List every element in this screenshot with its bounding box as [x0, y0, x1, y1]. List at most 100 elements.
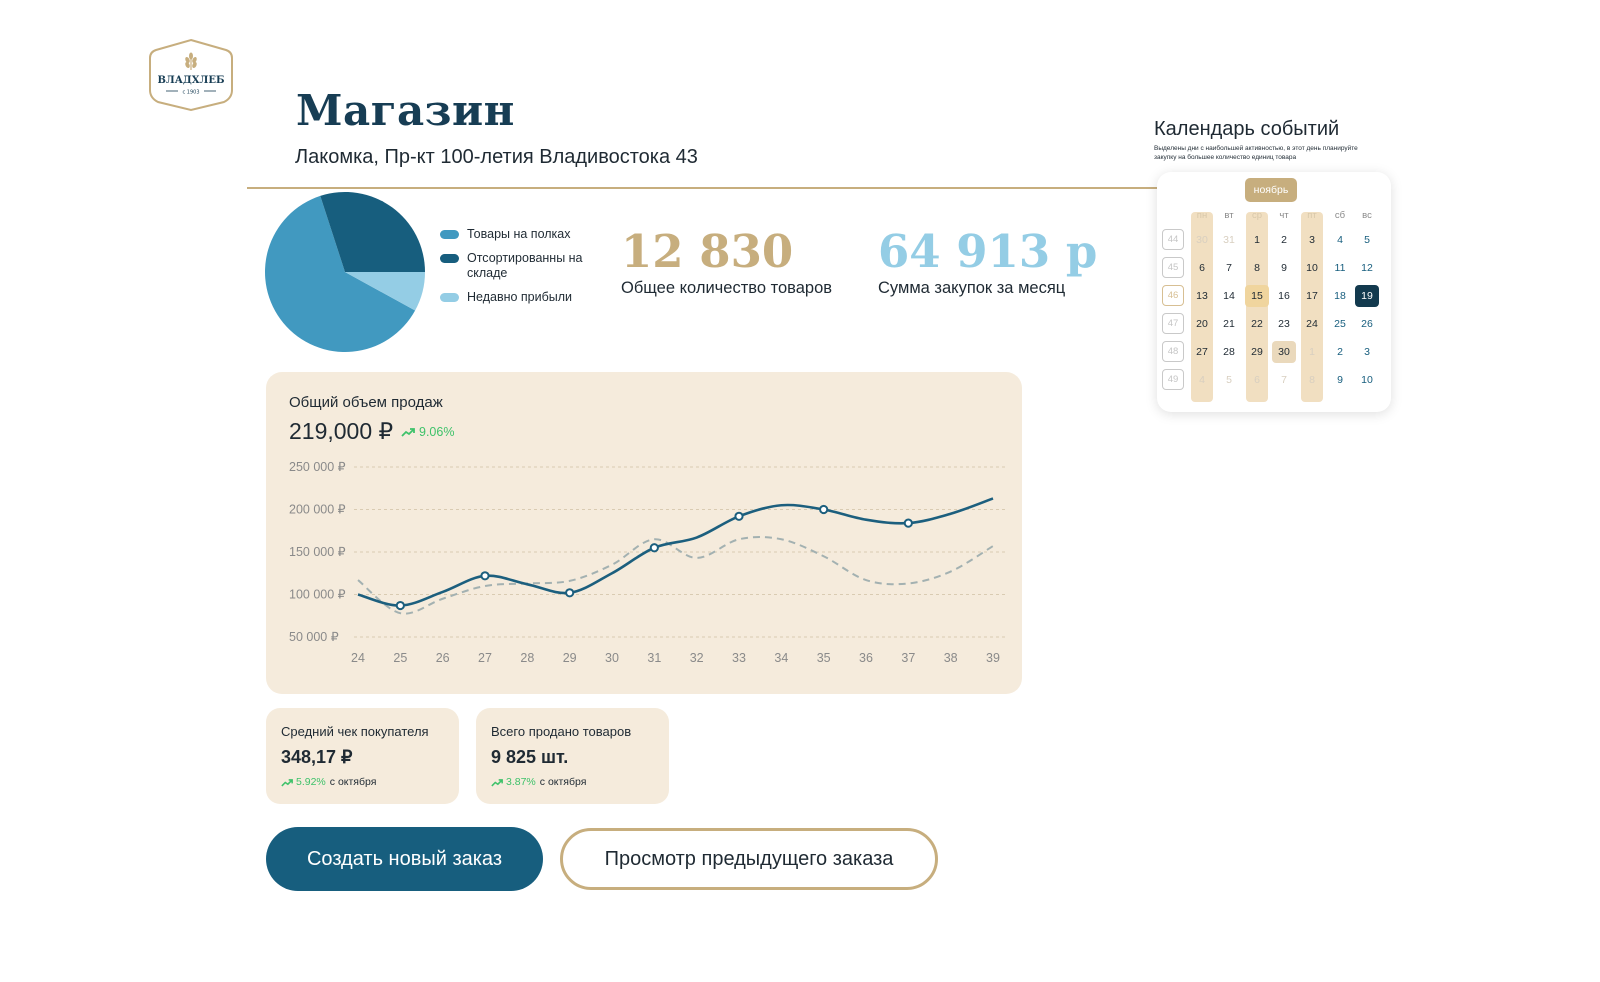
calendar-day[interactable]: 11 — [1334, 262, 1346, 274]
sales-title: Общий объем продаж — [289, 394, 443, 411]
calendar-day[interactable]: 1 — [1309, 346, 1315, 358]
inventory-pie-chart — [265, 192, 425, 352]
x-tick-label: 30 — [605, 651, 619, 665]
x-tick-label: 28 — [520, 651, 534, 665]
calendar-day[interactable]: 6 — [1254, 374, 1260, 386]
x-tick-label: 34 — [774, 651, 788, 665]
calendar-day[interactable]: 9 — [1337, 374, 1343, 386]
calendar-day[interactable]: 6 — [1199, 262, 1205, 274]
calendar-day[interactable]: 14 — [1223, 290, 1235, 302]
sales-line-previous — [357, 536, 994, 615]
calendar-day[interactable]: 2 — [1281, 234, 1287, 246]
calendar-day[interactable]: 31 — [1223, 234, 1235, 246]
view-previous-order-button[interactable]: Просмотр предыдущего заказа — [560, 828, 938, 890]
calendar-day[interactable]: 30 — [1196, 234, 1208, 246]
legend-swatch — [440, 230, 459, 239]
calendar-day[interactable]: 1 — [1254, 234, 1260, 246]
total-items-value: 12 830 — [621, 225, 794, 278]
calendar-day[interactable]: 13 — [1196, 290, 1208, 302]
calendar-day[interactable]: 27 — [1196, 346, 1208, 358]
y-tick-label: 200 000 ₽ — [289, 503, 346, 517]
create-order-button[interactable]: Создать новый заказ — [266, 827, 543, 891]
legend-swatch — [440, 293, 459, 302]
kpi-value: 9 825 шт. — [491, 747, 569, 767]
x-tick-label: 36 — [859, 651, 873, 665]
store-address: Лакомка, Пр-кт 100-летия Владивостока 43 — [295, 146, 698, 168]
calendar-day[interactable]: 9 — [1281, 262, 1287, 274]
x-tick-label: 38 — [944, 651, 958, 665]
calendar-day[interactable]: 15 — [1245, 285, 1269, 307]
x-tick-label: 26 — [436, 651, 450, 665]
calendar-weekday: пт — [1307, 210, 1317, 221]
calendar-day[interactable]: 3 — [1309, 234, 1315, 246]
calendar-day[interactable]: 8 — [1254, 262, 1260, 274]
y-tick-label: 100 000 ₽ — [289, 588, 346, 602]
calendar-day[interactable]: 4 — [1337, 234, 1343, 246]
x-tick-label: 29 — [563, 651, 577, 665]
calendar-day[interactable]: 16 — [1278, 290, 1290, 302]
calendar-day[interactable]: 17 — [1306, 290, 1318, 302]
calendar-day[interactable]: 3 — [1364, 346, 1370, 358]
calendar-day[interactable]: 10 — [1361, 374, 1373, 386]
x-tick-label: 33 — [732, 651, 746, 665]
calendar-weekday: ср — [1251, 210, 1263, 221]
calendar-day[interactable]: 10 — [1306, 262, 1318, 274]
calendar-day[interactable]: 24 — [1306, 318, 1318, 330]
x-tick-label: 31 — [647, 651, 661, 665]
calendar-week-number: 45 — [1162, 257, 1184, 278]
calendar-day[interactable]: 4 — [1199, 374, 1205, 386]
calendar-day[interactable]: 7 — [1281, 374, 1287, 386]
sales-point[interactable] — [649, 543, 659, 553]
page-title: Магазин — [296, 86, 515, 135]
sales-point[interactable] — [395, 600, 405, 611]
calendar-day[interactable]: 29 — [1251, 346, 1263, 358]
calendar-day[interactable]: 21 — [1223, 318, 1235, 330]
kpi-trend: 3.87% с октября — [491, 776, 586, 788]
calendar-day[interactable]: 20 — [1196, 318, 1208, 330]
calendar-weekday: чт — [1279, 210, 1289, 221]
kpi-trend-value: 3.87% — [506, 776, 536, 788]
sales-point[interactable] — [565, 588, 575, 598]
calendar-day[interactable]: 30 — [1272, 341, 1296, 363]
calendar-day[interactable]: 5 — [1364, 234, 1370, 246]
monthly-purchases-value: 64 913 р — [878, 225, 1098, 278]
brand-logo: ВЛАДХЛЕБ с 1903 — [148, 38, 234, 112]
calendar-week-number: 49 — [1162, 369, 1184, 390]
trend-up-icon — [401, 428, 415, 437]
y-tick-label: 150 000 ₽ — [289, 545, 346, 559]
calendar-day[interactable]: 19 — [1355, 285, 1379, 307]
sales-point[interactable] — [480, 571, 490, 581]
calendar-day[interactable]: 7 — [1226, 262, 1232, 274]
x-tick-label: 27 — [478, 651, 492, 665]
calendar-month[interactable]: ноябрь — [1245, 178, 1297, 202]
events-calendar: ноябрь пн вт ср чт пт сб вс 44 45 46 47 48 49 30 31 1 2 3… — [1157, 172, 1391, 412]
legend-item: Отсортированны на складе — [440, 251, 600, 281]
header-divider — [247, 187, 1177, 189]
calendar-day[interactable]: 12 — [1361, 262, 1373, 274]
calendar-day[interactable]: 28 — [1223, 346, 1235, 358]
calendar-day[interactable]: 23 — [1278, 318, 1290, 330]
sales-point[interactable] — [903, 518, 913, 528]
kpi-trend-since: с октября — [539, 776, 587, 788]
inventory-legend: Товары на полках Отсортированны на склад… — [440, 227, 600, 314]
sales-trend-value: 9.06% — [419, 425, 455, 439]
kpi-card-average-check: Средний чек покупателя 348,17 ₽ 5.92% с … — [266, 708, 459, 804]
calendar-day[interactable]: 2 — [1337, 346, 1343, 358]
calendar-day[interactable]: 26 — [1361, 318, 1373, 330]
legend-item: Товары на полках — [440, 227, 600, 242]
calendar-week-number: 46 — [1162, 285, 1184, 306]
calendar-day[interactable]: 25 — [1334, 318, 1346, 330]
calendar-day[interactable]: 18 — [1334, 290, 1346, 302]
calendar-day[interactable]: 8 — [1309, 374, 1315, 386]
pie-slice-recent — [345, 272, 425, 311]
sales-point[interactable] — [734, 511, 744, 521]
calendar-highlight-column — [1301, 212, 1323, 402]
calendar-weekday: сб — [1334, 210, 1346, 221]
x-tick-label: 35 — [817, 651, 831, 665]
kpi-trend: 5.92% с октября — [281, 776, 376, 788]
sales-point[interactable] — [819, 504, 829, 515]
calendar-day[interactable]: 5 — [1226, 374, 1232, 386]
trend-up-icon — [281, 778, 293, 786]
y-tick-label: 50 000 ₽ — [289, 630, 339, 644]
calendar-day[interactable]: 22 — [1251, 318, 1263, 330]
